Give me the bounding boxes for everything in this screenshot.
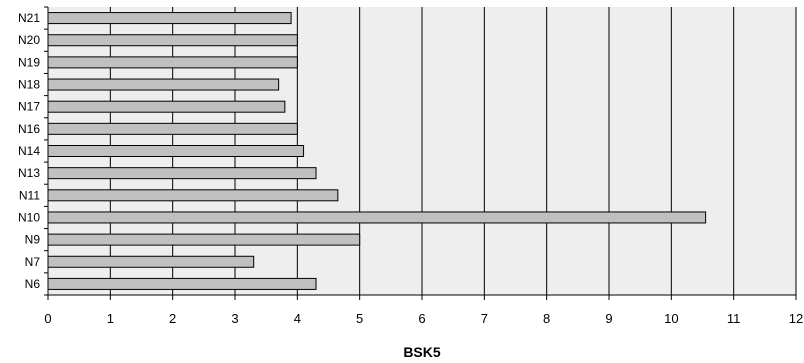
bar-n21 — [47, 12, 292, 25]
axes — [44, 6, 797, 300]
x-axis-title: BSK5 — [403, 344, 441, 360]
x-tick-label: 6 — [418, 311, 425, 326]
bars — [47, 12, 707, 290]
category-label: N21 — [18, 11, 40, 25]
x-tick-label: 4 — [294, 311, 301, 326]
bar-n10 — [47, 211, 707, 224]
x-tick-labels: 0 1 2 3 4 5 6 7 8 9 10 11 12 — [44, 311, 803, 326]
category-label: N6 — [25, 277, 41, 291]
x-tick-label: 8 — [543, 311, 550, 326]
bar-n6 — [47, 277, 317, 290]
bar-n17 — [47, 100, 286, 113]
x-tick-label: 11 — [727, 311, 741, 326]
category-label: N11 — [19, 188, 40, 202]
x-tick-label: 2 — [169, 311, 176, 326]
x-tick-label: 3 — [231, 311, 238, 326]
x-tick-label: 10 — [664, 311, 678, 326]
x-tick-label: 5 — [356, 311, 363, 326]
bar-n20 — [47, 34, 298, 47]
bar-n14 — [47, 145, 305, 157]
category-label: N20 — [18, 33, 40, 47]
category-label: N18 — [18, 78, 40, 92]
x-tick-label: 9 — [605, 311, 612, 326]
bar-n13 — [47, 167, 317, 180]
x-tick-label: 0 — [44, 311, 51, 326]
bar-n18 — [47, 78, 280, 91]
category-label: N13 — [18, 166, 40, 180]
category-label: N10 — [18, 210, 40, 224]
category-label: N7 — [25, 255, 41, 269]
bar-n16 — [47, 122, 298, 135]
x-tick-label: 7 — [481, 311, 488, 326]
category-label: N14 — [18, 144, 40, 158]
category-label: N19 — [18, 55, 40, 69]
x-tick-label: 1 — [107, 311, 114, 326]
bar-n11 — [47, 189, 339, 202]
bar-n9 — [47, 233, 361, 246]
category-label: N16 — [18, 122, 40, 136]
bar-n7 — [47, 255, 255, 268]
category-label: N9 — [25, 233, 41, 247]
bar-n19 — [47, 56, 298, 69]
x-tick-label: 12 — [789, 311, 803, 326]
category-labels: N21 N20 N19 N18 N17 N16 N14 N13 N11 N10 N9 N7 N6 — [18, 11, 40, 291]
category-label: N17 — [18, 100, 40, 114]
